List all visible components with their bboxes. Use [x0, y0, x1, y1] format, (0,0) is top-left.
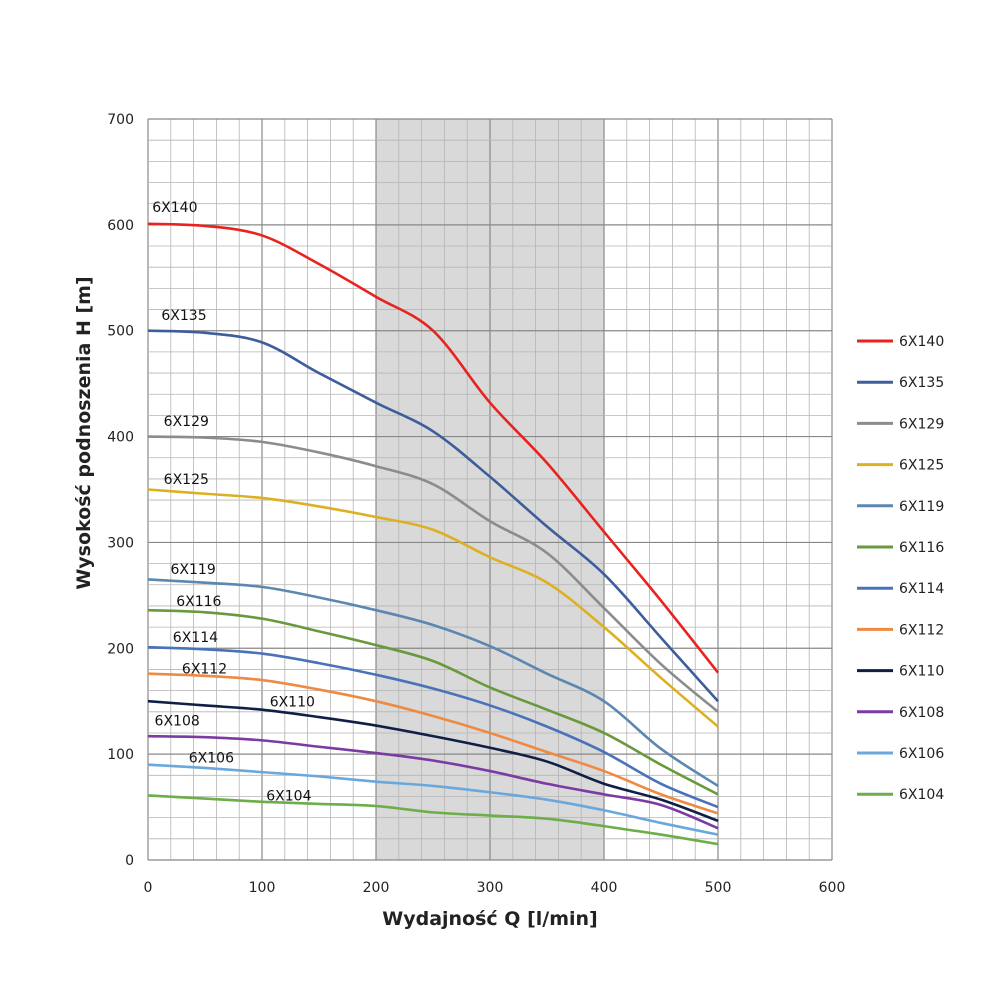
legend-label: 6X104: [899, 787, 944, 803]
curve-labels: 6X140 6X135 6X129 6X125 6X119 6X116 6X114 6X112…: [152, 200, 315, 805]
curve-label: 6X135: [161, 308, 206, 324]
y-tick-label: 100: [107, 747, 134, 763]
curve-6x140: [147, 222, 720, 674]
curves: [147, 222, 720, 846]
curve-6x116: [147, 608, 719, 796]
y-tick-label: 200: [107, 641, 134, 657]
y-tick-label: 500: [107, 324, 134, 340]
curve-label: 6X106: [189, 751, 234, 767]
legend-label: 6X116: [899, 540, 944, 556]
y-tick-label: 300: [107, 535, 134, 551]
curve-6x112: [147, 672, 719, 815]
curve-label: 6X116: [176, 594, 221, 610]
curve-6x114: [147, 645, 719, 809]
legend-label: 6X125: [899, 458, 944, 474]
legend-label: 6X112: [899, 622, 944, 638]
x-tick-label: 0: [144, 880, 153, 896]
curve-label: 6X140: [152, 200, 197, 216]
legend-label: 6X106: [899, 746, 944, 762]
curve-6x125: [147, 488, 719, 728]
grid: [147, 118, 833, 861]
legend-label: 6X129: [899, 416, 944, 432]
x-tick-label: 600: [819, 880, 846, 896]
curve-6x104: [147, 794, 719, 846]
y-axis-label: Wysokość podnoszenia H [m]: [73, 276, 95, 589]
curve-label: 6X119: [171, 562, 216, 578]
curve-6x110: [147, 699, 719, 823]
y-tick-label: 600: [107, 218, 134, 234]
legend-label: 6X140: [899, 334, 944, 350]
y-tick-label: 400: [107, 430, 134, 446]
x-tick-label: 300: [477, 880, 504, 896]
x-tick-label: 400: [591, 880, 618, 896]
curve-label: 6X129: [164, 414, 209, 430]
curve-label: 6X108: [155, 714, 200, 730]
legend-label: 6X135: [899, 375, 944, 391]
x-axis-label: Wydajność Q [l/min]: [382, 908, 597, 930]
curve-6x129: [147, 435, 719, 713]
curve-label: 6X125: [164, 472, 209, 488]
y-tick-label: 0: [125, 853, 134, 869]
x-tick-label: 500: [705, 880, 732, 896]
legend-label: 6X119: [899, 499, 944, 515]
tick-labels: 0 100 200 300 400 500 600 0 100 200 300 400 500 600 70…: [107, 112, 845, 896]
curve-label: 6X114: [173, 630, 218, 646]
x-tick-label: 200: [363, 880, 390, 896]
legend-label: 6X114: [899, 581, 944, 597]
x-tick-label: 100: [249, 880, 276, 896]
curve-label: 6X110: [270, 695, 315, 711]
legend-label: 6X110: [899, 664, 944, 680]
curve-label: 6X112: [182, 662, 227, 678]
curve-6x108: [147, 734, 719, 830]
legend: 6X140 6X135 6X129 6X125 6X119 6X116 6X114 6X112…: [857, 334, 944, 803]
curve-6x135: [147, 329, 719, 703]
curve-label: 6X104: [266, 789, 311, 805]
curve-6x119: [147, 578, 719, 787]
curve-6x106: [147, 763, 719, 836]
legend-label: 6X108: [899, 705, 944, 721]
y-tick-label: 700: [107, 112, 134, 128]
